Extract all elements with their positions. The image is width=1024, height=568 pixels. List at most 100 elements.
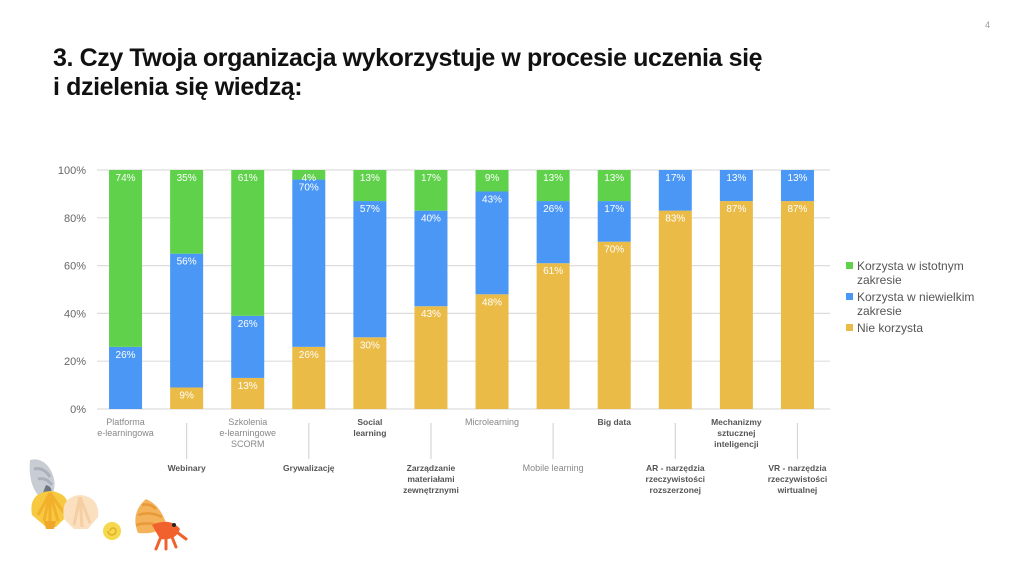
bar-segment: [414, 210, 448, 307]
bar-stack: 26% 74%: [109, 170, 143, 409]
y-tick-label: 100%: [58, 165, 86, 177]
bar-segment: [292, 170, 326, 180]
bar-segment: [475, 191, 509, 295]
bar-segment: [780, 170, 814, 202]
bar-segment: [475, 170, 509, 192]
x-tick-label: e-learningowe: [219, 428, 276, 438]
chart-legend: Korzysta w istotnym zakresie Korzysta w …: [846, 259, 996, 338]
bar-segment: [414, 170, 448, 211]
page-number: 4: [984, 20, 990, 30]
bar-segment: [109, 346, 143, 409]
y-tick-label: 60%: [64, 261, 86, 273]
data-label: 70%: [299, 183, 319, 194]
data-label: 26%: [238, 319, 258, 330]
bar-segment: [536, 170, 570, 202]
x-tick-label: Mobile learning: [523, 463, 584, 473]
gridlines: [97, 169, 830, 410]
bar-stack: 26% 70%4%: [292, 170, 326, 409]
legend-swatch-blue: [846, 293, 853, 300]
data-label: 83%: [665, 214, 685, 225]
data-label: 17%: [604, 204, 624, 215]
bar-segment: [353, 170, 387, 202]
data-label: 4%: [302, 173, 317, 184]
y-tick-label: 0%: [70, 404, 86, 416]
data-label: 13%: [604, 173, 624, 184]
x-tick-label: materiałami: [407, 474, 454, 484]
x-tick-label: e-learningowa: [97, 428, 154, 438]
x-tick-label: AR - narzędzia: [646, 463, 705, 473]
bar-segment: [231, 377, 265, 409]
yellow-scallop-icon: [31, 491, 69, 529]
bar-stack: 61% 26% 13%: [536, 170, 570, 409]
data-label: 40%: [421, 214, 441, 225]
data-label: 13%: [787, 173, 807, 184]
data-label: 70%: [604, 245, 624, 256]
bar-segment: [292, 179, 326, 347]
data-label: 61%: [238, 173, 258, 184]
data-label: 87%: [787, 204, 807, 215]
data-label: 13%: [360, 173, 380, 184]
x-tick-label: learning: [353, 428, 386, 438]
data-label: 61%: [543, 266, 563, 277]
data-label: 9%: [179, 390, 194, 401]
y-tick-label: 80%: [64, 213, 86, 225]
legend-label: Korzysta w istotnym zakresie: [857, 259, 964, 287]
bar-segment: [475, 294, 509, 409]
bar-segment: [658, 210, 692, 409]
peach-scallop-icon: [63, 495, 99, 529]
x-tick-label: Microlearning: [465, 417, 519, 427]
y-tick-label: 40%: [64, 308, 86, 320]
data-label: 13%: [726, 173, 746, 184]
bar-segment: [109, 170, 143, 347]
legend-item-istotnym: Korzysta w istotnym zakresie: [846, 259, 996, 287]
hermit-crab-icon: [135, 499, 188, 551]
bar-segment: [353, 201, 387, 338]
legend-swatch-green: [846, 262, 853, 269]
x-tick-label: sztucznej: [717, 428, 755, 438]
bar-segment: [170, 253, 204, 388]
x-tick-label: rozszerzonej: [650, 485, 702, 495]
x-tick-label: rzeczywistości: [646, 474, 706, 484]
bar-segment: [231, 170, 265, 316]
bar-segment: [292, 346, 326, 409]
x-tick-label: Zarządzanie: [407, 463, 456, 473]
bar-segment: [597, 170, 631, 202]
bar-stack: 9% 56% 35%: [170, 170, 204, 409]
slide-title-line-1: 3. Czy Twoja organizacja wykorzystuje w …: [53, 44, 763, 72]
x-tick-label: Grywalizację: [283, 463, 335, 473]
x-tick-label: rzeczywistości: [768, 474, 828, 484]
bar-segment: [719, 201, 753, 409]
bar-segment: [536, 263, 570, 409]
x-tick-label: Szkolenia: [228, 417, 267, 427]
y-axis: 0% 20% 40% 60% 80% 100%: [58, 165, 86, 416]
x-tick-label: SCORM: [231, 439, 265, 449]
bar-segment: [597, 201, 631, 242]
legend-label: Korzysta w niewielkim zakresie: [857, 290, 975, 318]
bar-stack: 43% 40% 17%: [414, 170, 448, 409]
bar-stack: 30% 57% 13%: [353, 170, 387, 409]
data-label: 26%: [116, 350, 136, 361]
data-label: 9%: [485, 173, 500, 184]
data-label: 48%: [482, 297, 502, 308]
legend-label: Nie korzysta: [857, 321, 924, 335]
data-label: 56%: [177, 257, 197, 268]
data-label: 17%: [421, 173, 441, 184]
grey-shell-icon: [29, 459, 55, 495]
bar-segment: [719, 170, 753, 202]
bar-segment: [170, 170, 204, 254]
bar-segment: [231, 315, 265, 378]
data-label: 13%: [238, 381, 258, 392]
x-tick-label: zewnętrznymi: [403, 485, 459, 495]
bar-segment: [414, 306, 448, 409]
slide-title-line-2: i dzielenia się wiedzą:: [53, 73, 303, 101]
bar-stack: 48% 43% 9%: [475, 170, 509, 409]
slide-title: 3. Czy Twoja organizacja wykorzystuje w …: [53, 44, 933, 102]
legend-item-niewielkim: Korzysta w niewielkim zakresie: [846, 290, 996, 318]
bar-stack: 87% 13%: [780, 170, 814, 409]
data-label: 26%: [543, 204, 563, 215]
legend-item-nie-korzysta: Nie korzysta: [846, 321, 996, 335]
x-tick-label: Big data: [597, 417, 631, 427]
bar-stack: 13% 26% 61%: [231, 170, 265, 409]
